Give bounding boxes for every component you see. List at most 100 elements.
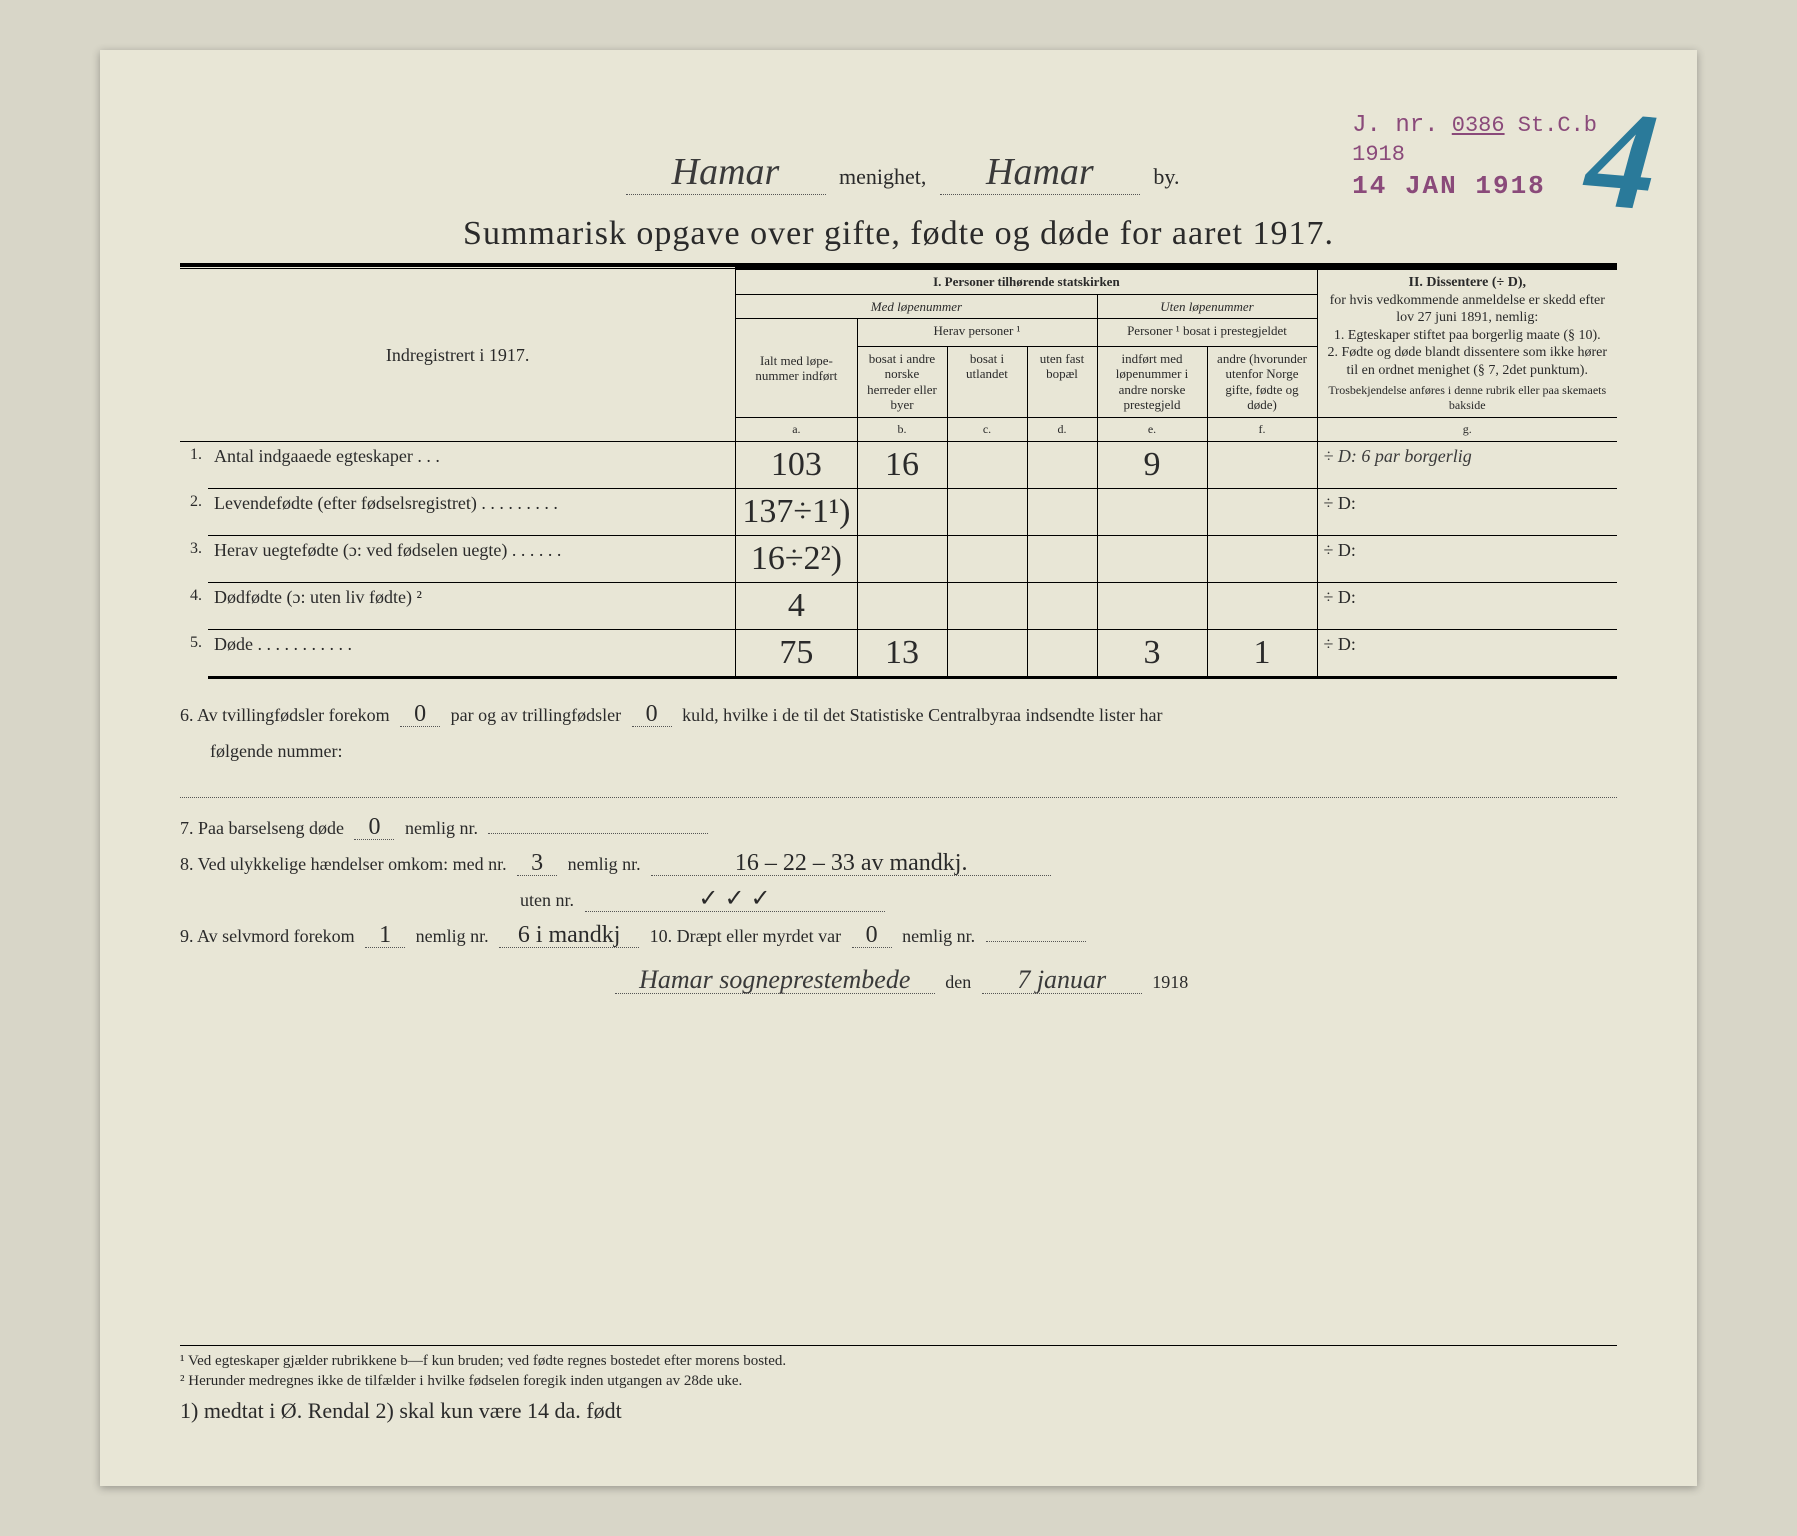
footnote-1: ¹ Ved egteskaper gjælder rubrikkene b—f … bbox=[180, 1352, 1617, 1372]
row-label: Herav uegtefødte (ɔ: ved fødselen uegte)… bbox=[208, 536, 736, 583]
col-b-header: bosat i andre norske herreder eller byer bbox=[857, 346, 947, 417]
cell-a: 16÷2²) bbox=[736, 536, 857, 583]
line-8: 8. Ved ulykkelige hændelser omkom: med n… bbox=[180, 846, 1617, 882]
row-number: 5. bbox=[180, 630, 208, 678]
cell-d bbox=[1027, 583, 1097, 630]
letter-e: e. bbox=[1097, 418, 1207, 442]
cell-g: ÷ D: bbox=[1317, 630, 1617, 678]
received-stamp: J. nr. 0386 St.C.b 1918 14 JAN 1918 bbox=[1352, 110, 1597, 204]
document-page: 4 J. nr. 0386 St.C.b 1918 14 JAN 1918 Ha… bbox=[100, 50, 1697, 1486]
accident-uten: ✓ ✓ ✓ bbox=[585, 887, 885, 912]
letter-d: d. bbox=[1027, 418, 1097, 442]
row-number: 1. bbox=[180, 442, 208, 489]
sig-place: Hamar sogneprestembede bbox=[615, 967, 935, 994]
row-label: Dødfødte (ɔ: uten liv fødte) ² bbox=[208, 583, 736, 630]
accident-list: 16 – 22 – 33 av mandkj. bbox=[651, 851, 1051, 876]
main-table: Indregistrert i 1917. I. Personer tilhør… bbox=[180, 267, 1617, 679]
letter-g: g. bbox=[1317, 418, 1617, 442]
by-value: Hamar bbox=[940, 150, 1140, 195]
table-row: 1. Antal indgaaede egteskaper . . . 103 … bbox=[180, 442, 1617, 489]
sig-date: 7 januar bbox=[982, 967, 1142, 994]
section2-header: II. Dissentere (÷ D), for hvis vedkommen… bbox=[1317, 269, 1617, 418]
stamp-jnr-number: 0386 bbox=[1452, 113, 1505, 138]
cell-b bbox=[857, 536, 947, 583]
stamp-year: 1918 bbox=[1352, 142, 1405, 167]
by-label: by. bbox=[1153, 164, 1179, 189]
cell-e bbox=[1097, 489, 1207, 536]
twin-value: 0 bbox=[400, 702, 440, 727]
cell-f bbox=[1207, 489, 1317, 536]
signature-line: Hamar sogneprestembede den 7 januar 1918 bbox=[180, 964, 1617, 1000]
cell-c bbox=[947, 536, 1027, 583]
menighet-value: Hamar bbox=[626, 150, 826, 195]
line-8-uten: uten nr. ✓ ✓ ✓ bbox=[520, 882, 1617, 918]
line-6: 6. Av tvillingfødsler forekom 0 par og a… bbox=[180, 697, 1617, 733]
barselseng-value: 0 bbox=[354, 815, 394, 840]
col-c-header: bosat i utlandet bbox=[947, 346, 1027, 417]
cell-c bbox=[947, 489, 1027, 536]
row-number: 4. bbox=[180, 583, 208, 630]
below-section: 6. Av tvillingfødsler forekom 0 par og a… bbox=[180, 697, 1617, 1000]
col-f-header: andre (hvorunder utenfor Norge gifte, fø… bbox=[1207, 346, 1317, 417]
row-number: 3. bbox=[180, 536, 208, 583]
line-7: 7. Paa barselseng døde 0 nemlig nr. bbox=[180, 810, 1617, 846]
barselseng-nr bbox=[488, 833, 708, 834]
page-title: Summarisk opgave over gifte, fødte og dø… bbox=[180, 215, 1617, 253]
cell-c bbox=[947, 442, 1027, 489]
cell-c bbox=[947, 583, 1027, 630]
cell-b: 16 bbox=[857, 442, 947, 489]
footnote-handwritten: 1) medtat i Ø. Rendal 2) skal kun være 1… bbox=[180, 1397, 1617, 1426]
cell-g: ÷ D: 6 par borgerlig bbox=[1317, 442, 1617, 489]
cell-f bbox=[1207, 442, 1317, 489]
row-number: 2. bbox=[180, 489, 208, 536]
cell-f: 1 bbox=[1207, 630, 1317, 678]
cell-a: 75 bbox=[736, 630, 857, 678]
stamp-jnr-suffix: St.C.b bbox=[1518, 113, 1597, 138]
triplet-value: 0 bbox=[632, 702, 672, 727]
cell-f bbox=[1207, 536, 1317, 583]
col-a-header: Ialt med løpe-nummer indført bbox=[736, 319, 857, 418]
menighet-label: menighet, bbox=[839, 164, 926, 189]
cell-e bbox=[1097, 536, 1207, 583]
line-6d: følgende nummer: bbox=[210, 733, 1617, 769]
letter-b: b. bbox=[857, 418, 947, 442]
col-e-header: indført med løpenummer i andre norske pr… bbox=[1097, 346, 1207, 417]
table-row: 4. Dødfødte (ɔ: uten liv fødte) ² 4 ÷ D: bbox=[180, 583, 1617, 630]
footnotes: ¹ Ved egteskaper gjælder rubrikkene b—f … bbox=[180, 1345, 1617, 1426]
cell-g: ÷ D: bbox=[1317, 489, 1617, 536]
stamp-received-date: 14 JAN 1918 bbox=[1352, 171, 1546, 201]
line-9-10: 9. Av selvmord forekom 1 nemlig nr. 6 i … bbox=[180, 918, 1617, 954]
letter-f: f. bbox=[1207, 418, 1317, 442]
table-row: 3. Herav uegtefødte (ɔ: ved fødselen ueg… bbox=[180, 536, 1617, 583]
murder-count: 0 bbox=[852, 923, 892, 948]
cell-d bbox=[1027, 442, 1097, 489]
col-d-header: uten fast bopæl bbox=[1027, 346, 1097, 417]
cell-c bbox=[947, 630, 1027, 678]
cell-f bbox=[1207, 583, 1317, 630]
uten-lop-header: Uten løpenummer bbox=[1097, 294, 1317, 319]
cell-b: 13 bbox=[857, 630, 947, 678]
cell-g: ÷ D: bbox=[1317, 536, 1617, 583]
suicide-nr: 6 i mandkj bbox=[499, 923, 639, 948]
row-label: Levendefødte (efter fødselsregistret) . … bbox=[208, 489, 736, 536]
stamp-jnr-label: J. nr. bbox=[1352, 112, 1438, 139]
cell-d bbox=[1027, 489, 1097, 536]
cell-a: 103 bbox=[736, 442, 857, 489]
footnote-2: ² Herunder medregnes ikke de tilfælder i… bbox=[180, 1372, 1617, 1392]
cell-d bbox=[1027, 630, 1097, 678]
suicide-count: 1 bbox=[365, 923, 405, 948]
cell-a: 137÷1¹) bbox=[736, 489, 857, 536]
letter-a: a. bbox=[736, 418, 857, 442]
cell-e: 3 bbox=[1097, 630, 1207, 678]
cell-g: ÷ D: bbox=[1317, 583, 1617, 630]
med-lop-header: Med løpenummer bbox=[736, 294, 1097, 319]
row-label: Døde . . . . . . . . . . . bbox=[208, 630, 736, 678]
cell-b bbox=[857, 489, 947, 536]
blank-line bbox=[180, 773, 1617, 798]
accident-count: 3 bbox=[517, 851, 557, 876]
cell-a: 4 bbox=[736, 583, 857, 630]
table-row: 5. Døde . . . . . . . . . . . 75 13 3 1 … bbox=[180, 630, 1617, 678]
murder-nr bbox=[986, 941, 1086, 942]
table-row: 2. Levendefødte (efter fødselsregistret)… bbox=[180, 489, 1617, 536]
cell-e: 9 bbox=[1097, 442, 1207, 489]
